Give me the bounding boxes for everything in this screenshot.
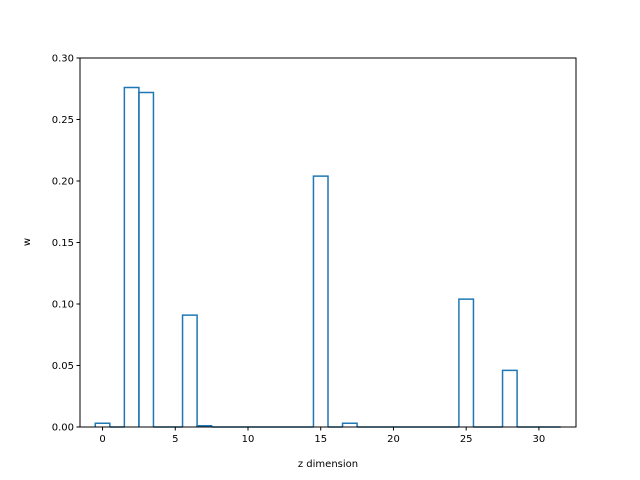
bar-3 [138,91,155,427]
x-tick-label-5: 5 [172,434,178,445]
y-axis-label: w [22,238,33,246]
y-tick-label-0.15: 0.15 [52,238,74,249]
y-tick-label-0.20: 0.20 [52,177,74,188]
bar-25 [458,298,475,427]
x-axis: 0 5 10 15 20 25 30 [99,427,545,445]
bar-7 [196,425,213,427]
x-tick-label-20: 20 [387,434,400,445]
x-tick-label-0: 0 [99,434,105,445]
y-tick-label-0.25: 0.25 [52,115,74,126]
x-axis-label: z dimension [298,459,358,470]
bar-0 [94,422,111,427]
bar-15 [312,175,329,427]
bar-17 [341,422,358,427]
bar-6 [181,314,198,427]
x-tick-label-15: 15 [314,434,327,445]
x-tick-label-30: 30 [533,434,546,445]
y-axis: 0.00 0.05 0.10 0.15 0.20 0.25 0.30 [52,54,80,434]
y-tick-label-0.10: 0.10 [52,300,74,311]
bar-28 [501,369,518,427]
x-tick-label-10: 10 [242,434,255,445]
y-tick-label-0.05: 0.05 [52,361,74,372]
y-tick-label-0.30: 0.30 [52,54,74,65]
x-tick-label-25: 25 [460,434,473,445]
y-tick-label-0.00: 0.00 [52,423,74,434]
